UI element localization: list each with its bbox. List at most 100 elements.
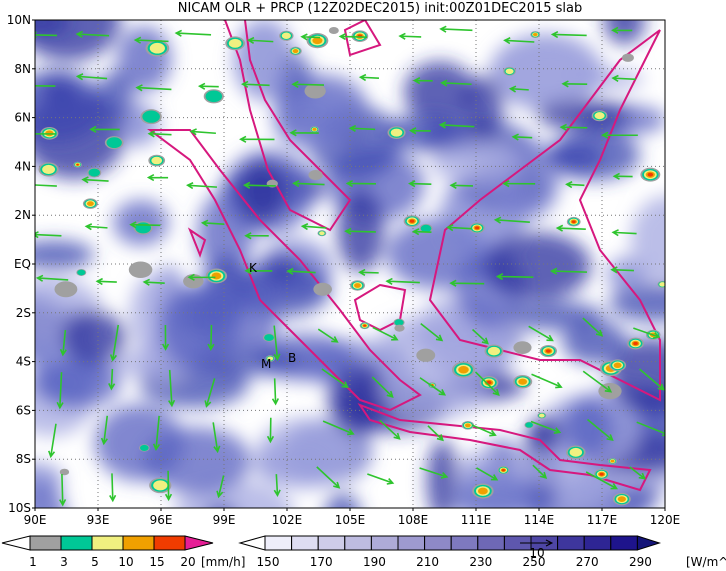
wind-arrow bbox=[528, 325, 554, 342]
wind-arrow bbox=[212, 422, 221, 454]
lon-label: 120E bbox=[650, 513, 681, 527]
colorbar-end bbox=[184, 535, 214, 551]
wind-arrow bbox=[438, 121, 475, 129]
olr-blob bbox=[452, 466, 533, 508]
precip-cell bbox=[292, 49, 299, 54]
wind-arrow bbox=[35, 231, 62, 239]
olr-blob bbox=[562, 319, 628, 365]
wind-arrow bbox=[59, 330, 67, 357]
wind-arrow bbox=[371, 376, 394, 398]
wind-arrow bbox=[35, 133, 57, 135]
wind-arrow bbox=[35, 274, 69, 282]
precip-cell bbox=[106, 137, 122, 149]
wind-arrow bbox=[586, 418, 614, 442]
precip-cell bbox=[394, 319, 404, 326]
wind-arrow bbox=[35, 84, 56, 87]
olr-blob bbox=[35, 69, 106, 143]
wind-arrow bbox=[142, 278, 165, 286]
wind-arrow bbox=[345, 179, 376, 188]
wind-arrow bbox=[503, 37, 535, 45]
olr-blob bbox=[208, 503, 234, 508]
wind-arrow bbox=[300, 33, 321, 41]
precip-cell bbox=[465, 423, 471, 428]
olr-blob bbox=[336, 188, 385, 273]
wind-arrow bbox=[440, 79, 472, 87]
colorbar-label: 290 bbox=[629, 555, 652, 569]
olr-blob bbox=[35, 239, 95, 270]
precip-cell bbox=[532, 32, 538, 37]
precip-cell bbox=[183, 274, 204, 289]
olr-blob bbox=[60, 311, 127, 364]
olr-blob bbox=[237, 159, 286, 225]
lat-label: 8N bbox=[14, 62, 31, 76]
wind-arrow bbox=[317, 328, 339, 343]
wind-arrow bbox=[187, 273, 216, 281]
lat-label: EQ bbox=[14, 257, 31, 271]
precip-cell bbox=[474, 226, 480, 230]
colorbar-label: 250 bbox=[523, 555, 546, 569]
place-label: K bbox=[249, 261, 258, 275]
colorbar-box bbox=[264, 535, 293, 551]
wind-arrow bbox=[344, 227, 376, 235]
wind-arrow bbox=[244, 232, 269, 240]
vector-reference-label: 10 bbox=[529, 546, 544, 560]
precip-cell bbox=[659, 282, 665, 287]
wind-arrow bbox=[565, 181, 585, 189]
colorbar-box bbox=[557, 535, 585, 551]
precip-cell bbox=[569, 447, 583, 457]
wind-arrow bbox=[493, 216, 530, 224]
wind-arrow bbox=[161, 324, 170, 351]
precip-cell bbox=[319, 231, 325, 236]
wind-arrow bbox=[135, 84, 172, 92]
colorbar-label: 210 bbox=[416, 555, 439, 569]
wind-arrow bbox=[189, 128, 216, 136]
wind-arrow bbox=[242, 181, 276, 189]
wind-arrow bbox=[585, 471, 619, 490]
colorbar-box bbox=[29, 535, 62, 551]
wind-arrow bbox=[239, 135, 275, 143]
colorbar-unit: [mm/h] bbox=[201, 555, 245, 569]
wind-arrow bbox=[411, 228, 432, 236]
wind-arrow bbox=[419, 377, 447, 396]
olr-blob bbox=[527, 416, 562, 453]
wind-arrow bbox=[439, 25, 473, 33]
wind-arrow bbox=[420, 322, 444, 342]
colorbar-box bbox=[583, 535, 612, 551]
colorbar-label: 15 bbox=[149, 555, 164, 569]
precip-cell bbox=[86, 201, 94, 207]
precip-cell bbox=[328, 27, 339, 34]
lat-label: 6S bbox=[16, 403, 31, 417]
precip-cell bbox=[76, 163, 79, 166]
wind-arrow bbox=[75, 73, 108, 81]
wind-arrow bbox=[549, 267, 588, 275]
precip-cell bbox=[538, 413, 545, 418]
wind-arrow bbox=[532, 464, 548, 479]
precip-cell bbox=[617, 496, 626, 503]
vector-reference bbox=[520, 539, 554, 547]
colorbar-box bbox=[344, 535, 372, 551]
precip-cell bbox=[54, 281, 78, 298]
wind-arrow bbox=[508, 85, 529, 93]
lat-label: 4S bbox=[16, 355, 31, 369]
lat-label: 10N bbox=[7, 13, 31, 27]
precip-cell bbox=[211, 272, 222, 280]
olr-blob bbox=[272, 89, 358, 151]
precip-cell bbox=[308, 170, 323, 180]
wind-arrow bbox=[472, 424, 497, 437]
olr-blob bbox=[544, 142, 602, 172]
olr-blob bbox=[603, 20, 646, 45]
lon-label: 96E bbox=[150, 513, 173, 527]
precip-cell bbox=[633, 341, 638, 346]
olr-blob bbox=[426, 439, 459, 508]
wind-arrow bbox=[427, 425, 444, 442]
wind-arrow bbox=[197, 82, 219, 90]
wind-arrow bbox=[75, 30, 110, 38]
wind-arrow bbox=[152, 415, 161, 452]
olr-blob bbox=[493, 44, 607, 100]
lat-label: 4N bbox=[14, 159, 31, 173]
lon-label: 114E bbox=[524, 513, 555, 527]
colorbar-box bbox=[450, 535, 479, 551]
lon-label: 90E bbox=[24, 513, 47, 527]
wind-arrow bbox=[271, 378, 280, 406]
